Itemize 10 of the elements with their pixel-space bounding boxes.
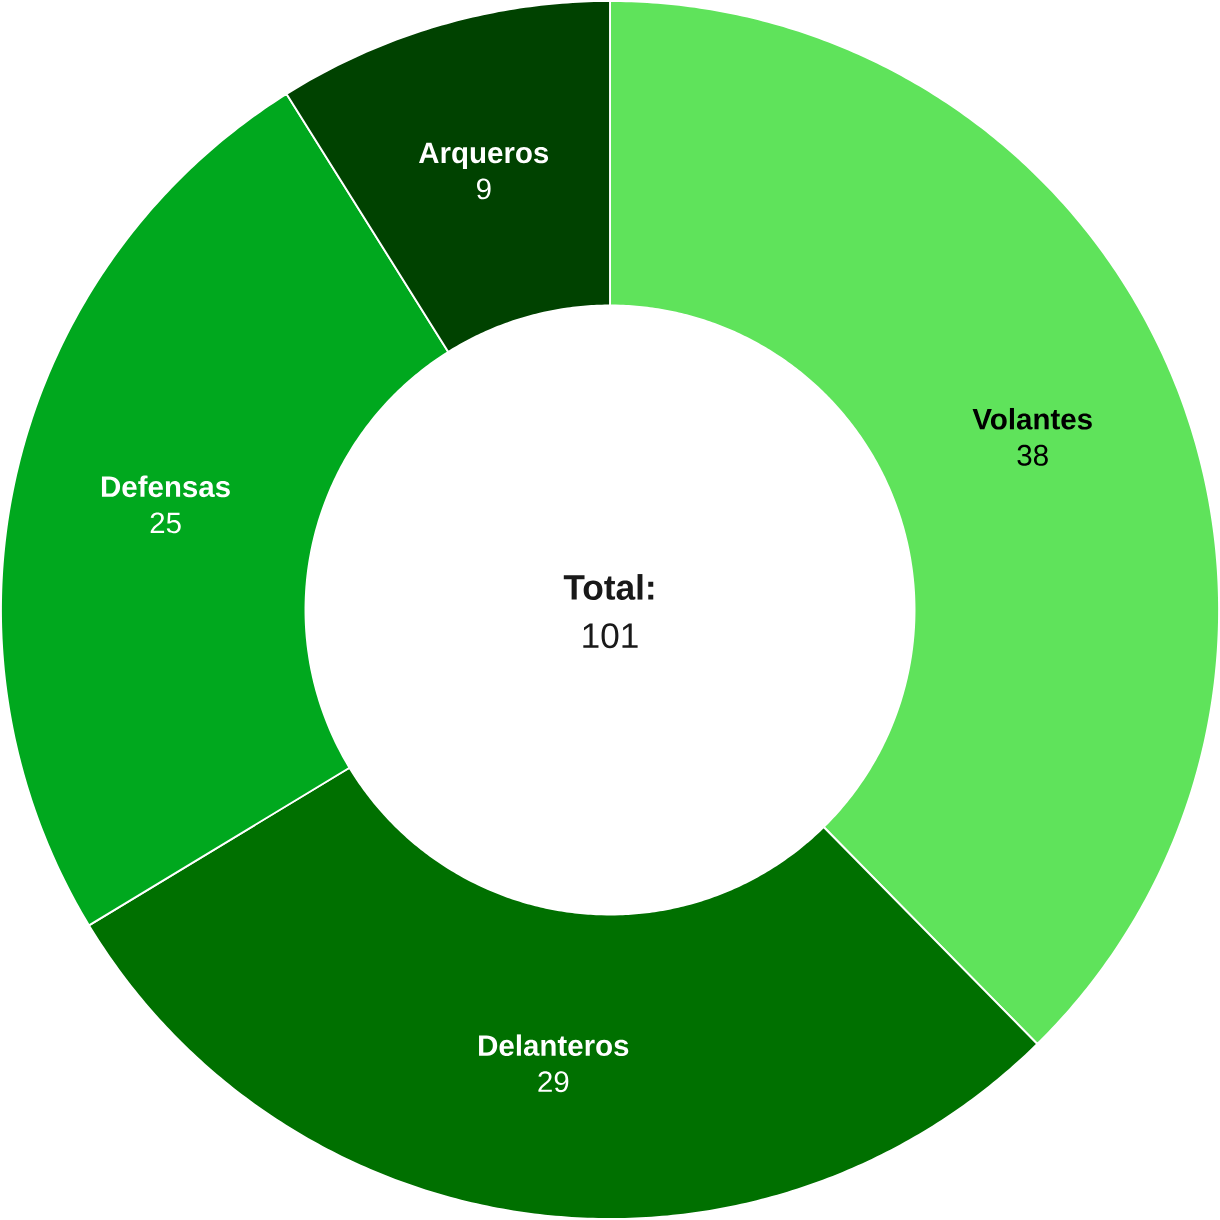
slice-label: Defensas [101,475,230,498]
data-label: 38 [1017,444,1048,466]
slice-label: Arqueros [418,142,549,170]
data-label: 29 [538,1071,569,1093]
text: Total: [563,574,654,600]
slice-label: Volantes [972,407,1092,430]
data-label: 25 [150,512,181,534]
slice-label: Delanteros [479,1034,629,1057]
data-label: 9 [477,178,491,200]
text: 101 [583,623,638,649]
